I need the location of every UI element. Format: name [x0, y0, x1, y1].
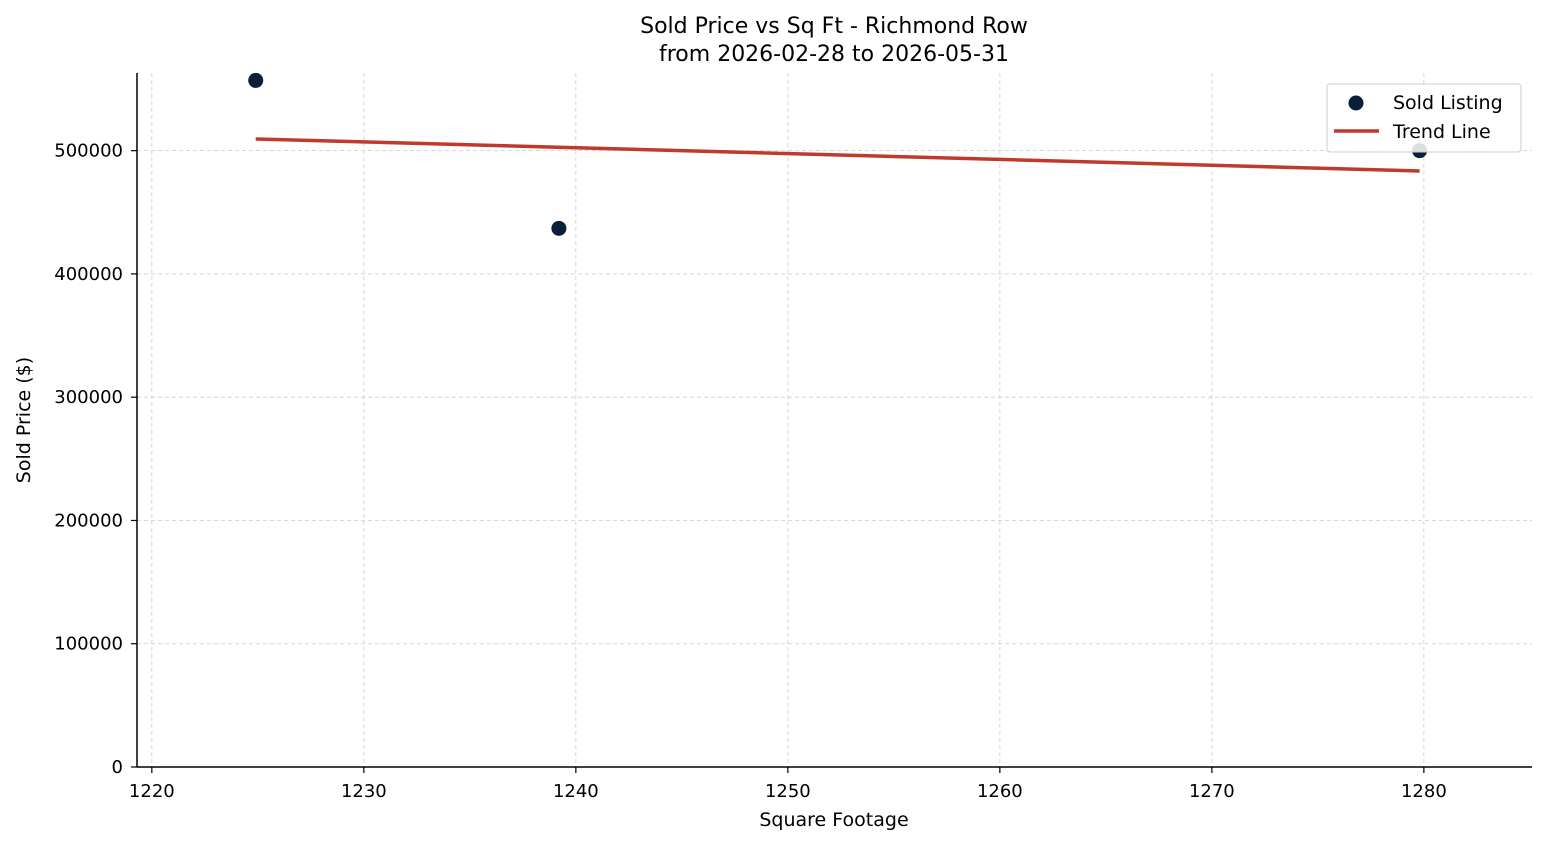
legend-trend-line-label: Trend Line — [1392, 121, 1491, 143]
x-tick-label: 1280 — [1401, 781, 1447, 802]
legend: Sold Listing Trend Line — [1326, 83, 1522, 153]
legend-box — [1326, 83, 1522, 153]
y-tick-label: 300000 — [54, 387, 123, 408]
chart-subtitle: from 2026-02-28 to 2026-05-31 — [659, 42, 1009, 67]
y-ticks: 0 100000 200000 300000 400000 500000 — [54, 141, 137, 778]
sold-listing-point — [551, 220, 567, 236]
chart-title: Sold Price vs Sq Ft - Richmond Row — [640, 14, 1028, 39]
x-tick-label: 1230 — [341, 781, 387, 802]
sold-listing-point — [248, 72, 264, 88]
trend-line-series — [255, 137, 1420, 173]
legend-sold-listing-label: Sold Listing — [1393, 92, 1503, 114]
axes — [136, 73, 1532, 768]
y-tick-label: 500000 — [54, 141, 123, 162]
y-tick-label: 0 — [112, 757, 123, 778]
trend-line — [255, 137, 1420, 173]
y-tick-label: 200000 — [54, 510, 123, 531]
y-tick-label: 400000 — [54, 264, 123, 285]
x-tick-label: 1260 — [977, 781, 1023, 802]
x-tick-label: 1220 — [129, 781, 175, 802]
grid-lines — [137, 73, 1532, 768]
x-axis-label: Square Footage — [759, 809, 908, 831]
x-ticks: 1220 1230 1240 1250 1260 1270 1280 — [129, 767, 1447, 802]
x-tick-label: 1240 — [553, 781, 599, 802]
x-tick-label: 1250 — [765, 781, 811, 802]
x-tick-label: 1270 — [1189, 781, 1235, 802]
legend-sold-listing-marker — [1348, 95, 1364, 111]
y-axis-label: Sold Price ($) — [13, 357, 35, 483]
y-tick-label: 100000 — [54, 634, 123, 655]
